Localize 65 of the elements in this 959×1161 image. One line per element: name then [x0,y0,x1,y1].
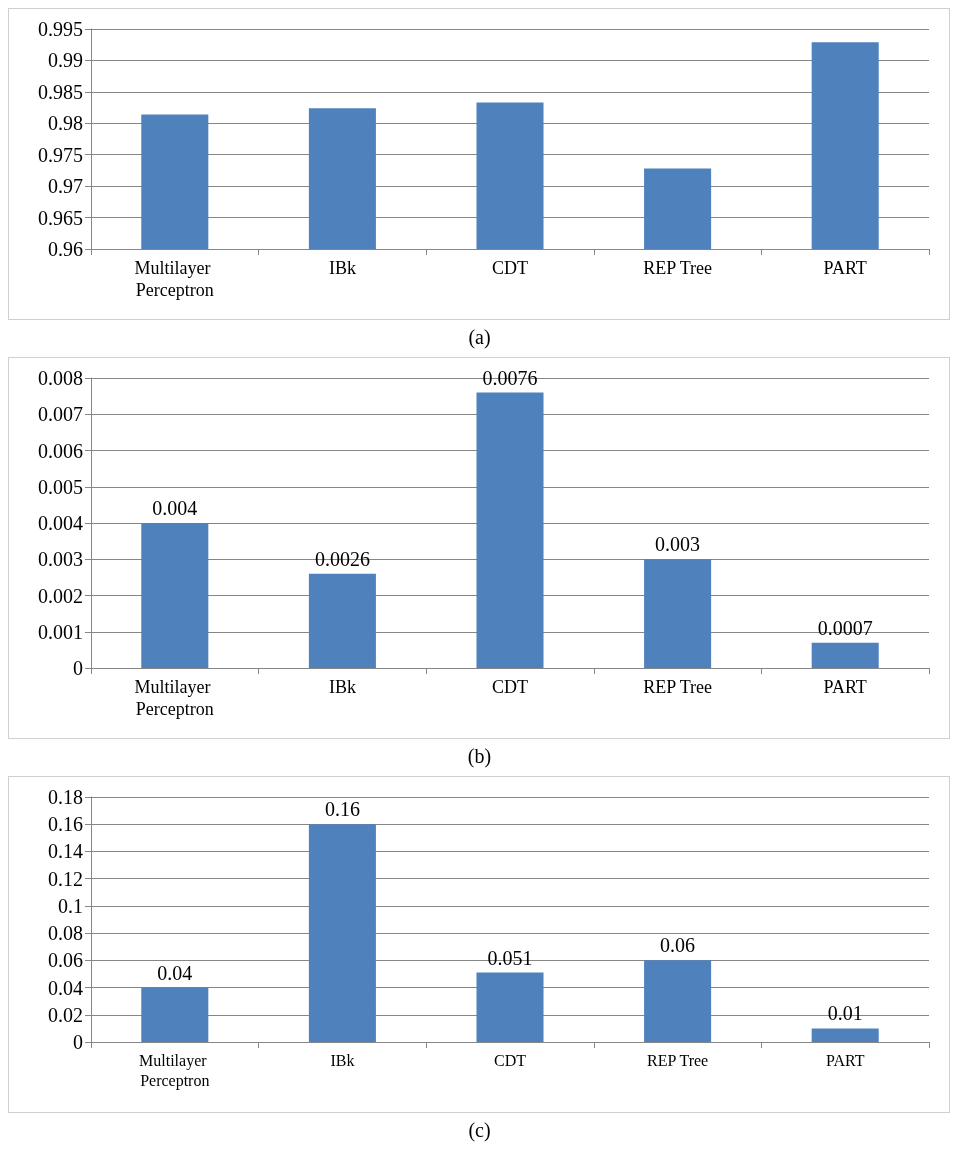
bar [141,987,209,1042]
y-tick-label: 0.008 [38,367,83,389]
y-tick-label: 0.1 [58,894,83,917]
y-tick-label: 0.995 [38,18,83,40]
y-tick-label: 0 [73,657,83,679]
text: (a) [467,326,492,349]
bar [644,960,712,1042]
bar [141,523,209,668]
y-tick-label: 0.96 [48,238,83,260]
x-tick-label: PART [825,1051,865,1069]
y-tick-label: 0.001 [38,620,83,643]
data-label: 0.003 [655,533,701,556]
x-tick-label: IBk [330,1051,355,1069]
y-tick-label: 0.965 [38,206,83,229]
y-tick-label: 0.985 [38,80,83,103]
bar [476,972,544,1042]
data-label: 0.16 [324,798,360,821]
y-tick-label: 0.16 [48,813,83,836]
bar [811,1028,879,1042]
y-tick-label: 0.004 [38,512,83,534]
x-tick-label: CDT [492,258,528,278]
text: (b) [466,745,493,768]
y-tick-label: 0.007 [38,403,83,426]
bar [476,392,544,668]
x-tick-label: CDT [492,677,528,697]
data-label: 0.004 [152,497,198,519]
y-tick-label: 0.18 [48,786,83,808]
y-tick-label: 0.02 [48,1003,83,1026]
x-tick-label: PART [823,258,867,278]
y-tick-label: 0.98 [48,112,83,135]
text: (c) [467,1119,492,1142]
y-tick-label: 0.003 [38,548,83,571]
y-tick-label: 0.04 [48,976,83,999]
data-label: 0.0026 [314,547,370,570]
bar [644,559,712,668]
x-tick-label: IBk [328,677,356,697]
y-tick-label: 0.06 [48,949,83,972]
y-tick-label: 0.14 [48,840,83,863]
data-label: 0.051 [487,946,533,969]
data-label: 0.0007 [817,616,873,639]
y-tick-label: 0.97 [48,175,83,198]
x-tick-label: CDT [494,1051,527,1069]
data-label: 0.06 [660,934,696,957]
bar [811,642,879,668]
data-label: 0.0076 [482,366,538,389]
x-tick-label: REP Tree [647,1051,709,1069]
x-tick-label: REP Tree [643,258,713,278]
data-label: 0.01 [827,1002,863,1025]
y-tick-label: 0.08 [48,922,83,945]
y-tick-label: 0 [73,1031,83,1053]
bar [308,824,376,1042]
y-tick-label: 0.12 [48,867,83,890]
x-tick-label: Multilayer Perceptron [139,1051,211,1090]
y-tick-label: 0.006 [38,439,83,462]
x-tick-label: PART [823,677,867,697]
y-tick-label: 0.975 [38,143,83,166]
y-tick-label: 0.005 [38,475,83,498]
data-label: 0.04 [157,961,193,984]
x-tick-label: Multilayer Perceptron [134,258,216,300]
x-tick-label: IBk [328,258,356,278]
y-tick-label: 0.002 [38,584,83,607]
y-tick-label: 0.99 [48,49,83,72]
bar [308,573,376,668]
x-tick-label: Multilayer Perceptron [134,677,216,719]
x-tick-label: REP Tree [643,677,713,697]
